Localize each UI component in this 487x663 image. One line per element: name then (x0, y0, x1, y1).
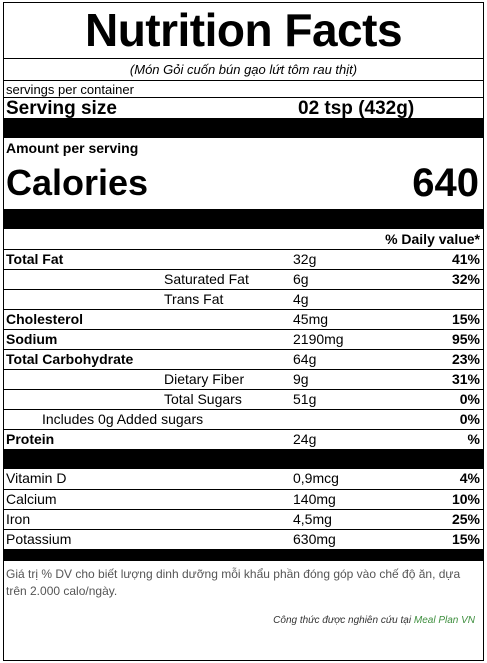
nutrient-name: Total Carbohydrate (6, 351, 134, 367)
nutrient-amount: 24g (293, 431, 317, 447)
nutrient-dv: 31% (451, 371, 480, 387)
nutrient-dv: % (467, 431, 480, 447)
nutrient-dv: 0% (459, 411, 480, 427)
vitamin-row-iron: Iron 4,5mg 25% (4, 509, 483, 529)
nutrient-dv: 15% (451, 311, 480, 327)
vitamin-dv: 15% (451, 531, 480, 547)
nutrient-name: Total Sugars (164, 391, 242, 407)
calories-value: 640 (412, 161, 479, 205)
serving-size-value: 02 tsp (432g) (298, 98, 415, 119)
nutrition-facts-label: Nutrition Facts (Món Gỏi cuốn bún gạo lứ… (3, 2, 484, 661)
nutrient-row-cholesterol: Cholesterol 45mg 15% (4, 309, 483, 329)
vitamin-name: Vitamin D (6, 470, 67, 486)
serving-size-label: Serving size (6, 98, 117, 119)
daily-value-header: % Daily value* (385, 231, 480, 247)
label-title: Nutrition Facts (84, 4, 403, 56)
nutrient-amount: 32g (293, 251, 317, 267)
vitamin-amount: 630mg (293, 531, 336, 547)
serving-size-row: Serving size 02 tsp (432g) (4, 97, 483, 119)
vitamin-name: Calcium (6, 491, 57, 507)
nutrient-row-dietary-fiber: Dietary Fiber 9g 31% (4, 369, 483, 389)
nutrient-amount: 51g (293, 391, 317, 407)
nutrient-dv: 23% (451, 351, 480, 367)
nutrient-amount: 2190mg (293, 331, 344, 347)
vitamin-name: Iron (6, 511, 31, 527)
vitamin-row-vitamin-d: Vitamin D 0,9mcg 4% (4, 469, 483, 489)
vitamin-dv: 25% (451, 511, 480, 527)
nutrient-row-protein: Protein 24g % (4, 429, 483, 449)
vitamin-amount: 4,5mg (293, 511, 332, 527)
nutrient-amount: 6g (293, 271, 309, 287)
calories-label: Calories (6, 162, 149, 203)
nutrient-name: Total Fat (6, 251, 64, 267)
nutrient-amount: 64g (293, 351, 317, 367)
vitamin-amount: 0,9mcg (293, 470, 339, 486)
vitamin-name: Potassium (6, 531, 72, 547)
nutrient-name: Dietary Fiber (164, 371, 245, 387)
nutrient-row-total-fat: Total Fat 32g 41% (4, 249, 483, 269)
nutrient-row-sodium: Sodium 2190mg 95% (4, 329, 483, 349)
nutrient-name: Sodium (6, 331, 58, 347)
nutrient-name: Includes 0g Added sugars (42, 411, 204, 427)
nutrient-name: Trans Fat (164, 291, 224, 307)
vitamin-row-calcium: Calcium 140mg 10% (4, 489, 483, 509)
nutrient-name: Protein (6, 431, 55, 447)
vitamin-amount: 140mg (293, 491, 336, 507)
nutrient-dv: 32% (451, 271, 480, 287)
vitamin-dv: 10% (451, 491, 480, 507)
calories-row: Calories 640 (4, 157, 483, 209)
nutrient-amount: 4g (293, 291, 309, 307)
divider-thick (4, 449, 483, 469)
nutrient-dv: 0% (459, 391, 480, 407)
nutrient-dv: 95% (451, 331, 480, 347)
nutrient-dv: 41% (451, 251, 480, 267)
divider-medium (4, 549, 483, 560)
servings-per-container: servings per container (4, 80, 483, 97)
amount-per-serving: Amount per serving (6, 140, 139, 156)
nutrient-row-total-sugars: Total Sugars 51g 0% (4, 389, 483, 409)
divider-thick (4, 118, 483, 138)
nutrient-row-trans-fat: Trans Fat 4g (4, 289, 483, 309)
nutrient-row-saturated-fat: Saturated Fat 6g 32% (4, 269, 483, 289)
vitamin-row-potassium: Potassium 630mg 15% (4, 529, 483, 549)
nutrient-name: Cholesterol (6, 311, 84, 327)
daily-value-footnote: Giá trị % DV cho biết lượng dinh dưỡng m… (4, 560, 483, 606)
credit-prefix: Công thức được nghiên cứu tại (273, 615, 414, 626)
nutrient-name: Saturated Fat (164, 271, 249, 287)
nutrient-amount: 9g (293, 371, 309, 387)
recipe-credit: Công thức được nghiên cứu tại Meal Plan … (4, 606, 483, 626)
nutrient-amount: 45mg (293, 311, 329, 327)
credit-brand: Meal Plan VN (413, 615, 475, 626)
nutrient-row-total-carbohydrate: Total Carbohydrate 64g 23% (4, 349, 483, 369)
divider-thick (4, 209, 483, 229)
nutrient-row-added-sugars: Includes 0g Added sugars 0% (4, 409, 483, 429)
vitamin-dv: 4% (459, 470, 480, 486)
dish-name: (Món Gỏi cuốn bún gạo lứt tôm rau thịt) (4, 58, 483, 80)
